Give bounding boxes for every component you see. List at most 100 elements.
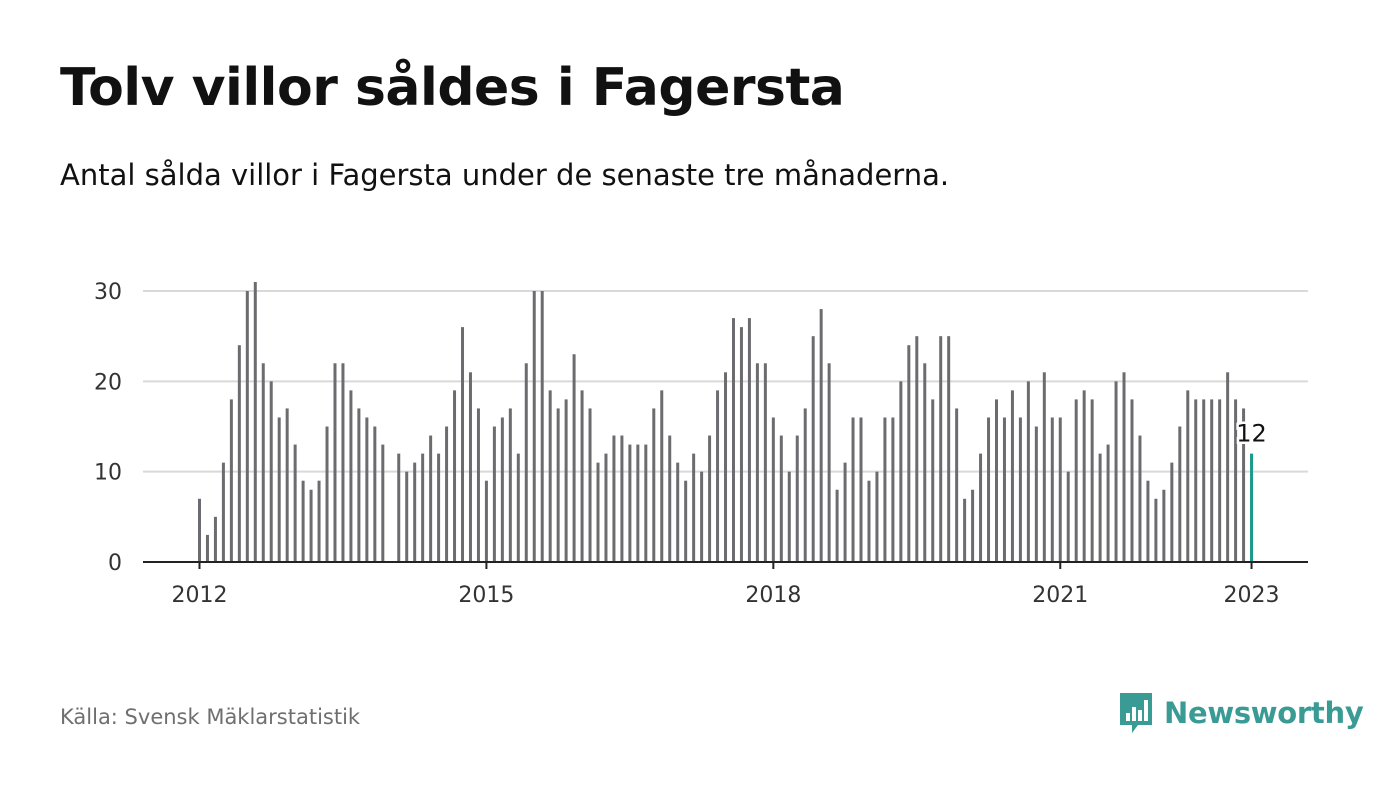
bar [604,453,608,562]
bar [891,417,895,562]
bar [333,363,337,562]
bar [979,453,983,562]
bar [1178,426,1182,562]
bar [476,408,480,562]
bar [1130,399,1134,562]
bar [835,489,839,562]
bar [524,363,528,562]
brand-logo[interactable]: Newsworthy [1118,690,1364,736]
bar [1026,381,1030,562]
bar [1074,399,1078,562]
bar [245,291,249,562]
newsworthy-logo-icon [1120,693,1152,733]
bar [620,435,624,562]
bar [843,462,847,562]
bar [867,480,871,562]
bar [899,381,903,562]
bar [731,318,735,562]
bar [1018,417,1022,562]
bar [572,354,576,562]
bar [1010,390,1014,562]
bar [596,462,600,562]
bar [724,372,728,562]
bar [205,534,209,562]
bar [468,372,472,562]
bar [413,462,417,562]
bar [851,417,855,562]
bar [987,417,991,562]
bar [421,453,425,562]
bar [636,444,640,562]
bar [1202,399,1206,562]
bar [453,390,457,562]
bar [1082,390,1086,562]
bar [484,480,488,562]
x-tick-label: 2018 [745,583,801,608]
bar [1034,426,1038,562]
x-tick-label: 2015 [458,583,514,608]
bar [827,363,831,562]
bar [652,408,656,562]
bar [771,417,775,562]
bar [755,363,759,562]
y-tick-label: 0 [108,551,122,576]
bars [198,281,1254,562]
x-axis: 2012 2015 2018 2021 2023 [143,561,1308,608]
annotations: 12 [1234,417,1270,450]
bar [325,426,329,562]
bar [237,345,241,562]
bar [429,435,433,562]
y-axis: 0 10 20 30 [94,280,122,576]
bar [700,471,704,562]
bar [213,516,217,562]
bar [301,480,305,562]
bar [1154,498,1158,562]
bar [349,390,353,562]
bar [883,417,887,562]
bar [684,480,688,562]
bar [1050,417,1054,562]
highlight-value-label: 12 [1236,420,1267,448]
bar [955,408,959,562]
bar [811,336,815,562]
bar [819,309,823,562]
bar [1098,453,1102,562]
bar [947,336,951,562]
bar [229,399,233,562]
bar [676,462,680,562]
bar [747,318,751,562]
bar [1242,408,1246,562]
bar [261,363,265,562]
bar [803,408,807,562]
bar [500,417,504,562]
bar [516,453,520,562]
bar [317,480,321,562]
bar [1218,399,1222,562]
bar [931,399,935,562]
bar [564,399,568,562]
bar [556,408,560,562]
bar [548,390,552,562]
bar [588,408,592,562]
bar [1106,444,1110,562]
bar [492,426,496,562]
bar [875,471,879,562]
bar [540,291,544,562]
bar [644,444,648,562]
bar [437,453,441,562]
bar [779,435,783,562]
bar [787,471,791,562]
bar [923,363,927,562]
bar [660,390,664,562]
bar [692,453,696,562]
bar [397,453,401,562]
bar [285,408,289,562]
bar [293,444,297,562]
x-tick-label: 2023 [1224,583,1280,608]
bar [708,435,712,562]
bar [1186,390,1190,562]
bar [1122,372,1126,562]
highlight-bar [1250,453,1254,562]
bar [1162,489,1166,562]
bar [668,435,672,562]
